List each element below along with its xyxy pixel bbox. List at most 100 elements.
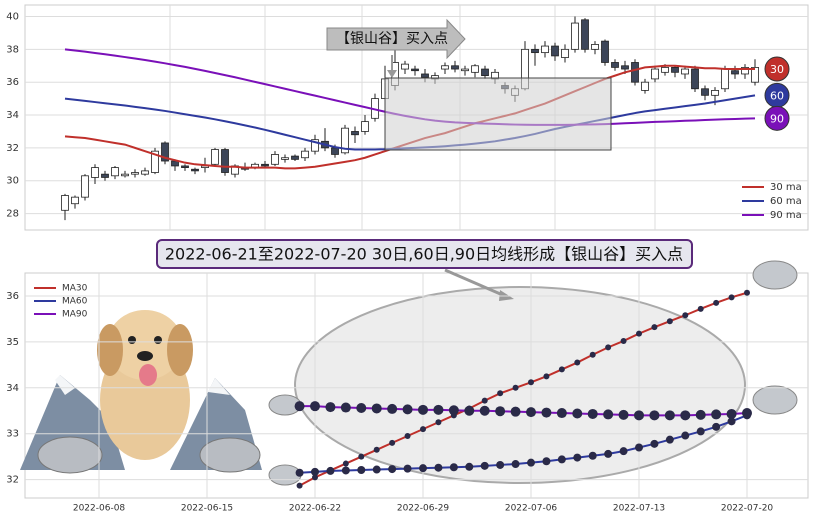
y-tick-label: 38 [6,44,19,55]
candle-body [351,131,359,136]
candle-body [161,142,169,162]
marker [340,402,351,413]
legend-label: 30 ma [770,182,802,193]
marker [713,299,720,306]
ingot [752,385,798,415]
marker [727,417,736,426]
marker [543,373,550,380]
candle-body [71,196,79,205]
marker [510,406,521,417]
annotation-text: 【银山谷】买入点 [336,31,448,47]
candle-body [61,195,69,211]
candle-body [471,65,479,73]
marker [728,294,735,301]
candle-body [91,167,99,178]
ingot [37,436,103,474]
marker [419,464,427,473]
marker [574,359,581,366]
marker [388,465,397,474]
dog-eye [128,336,136,344]
candle-body [311,139,319,152]
marker [495,406,506,417]
marker [294,401,305,412]
candle-body [191,168,199,172]
marker [497,390,504,397]
candle-body [131,172,139,175]
ingot [752,260,798,290]
marker [681,431,690,440]
candle-body [651,68,659,80]
marker [558,366,565,373]
x-tick-label: 2022-06-22 [289,504,341,514]
candle-body [101,173,109,178]
legend-label: MA60 [62,297,88,307]
marker [295,468,304,477]
mountain-snow [55,375,75,395]
marker [312,474,318,481]
dog-head [107,310,183,380]
banner-box [156,239,693,269]
marker [311,467,319,476]
dog-eye [154,336,162,344]
marker [620,337,627,344]
highlight-ellipse [294,286,746,484]
marker [527,458,535,467]
candle-body [421,73,429,78]
y-tick-label: 28 [6,209,19,220]
candle-body [691,68,699,90]
marker [296,482,303,489]
marker [542,457,551,466]
marker [712,422,721,431]
candle-body [611,62,619,68]
y-tick-label: 40 [6,11,19,22]
candle-body [361,121,369,132]
marker [435,419,442,426]
candle-body [591,44,599,50]
marker [556,408,567,419]
y-tick-label: 32 [6,143,19,154]
candle-body [631,62,639,83]
candle-body [211,149,219,165]
marker [603,409,614,420]
marker [403,464,412,473]
marker [604,449,613,458]
mountain-snow [208,378,230,395]
marker [711,409,722,420]
marker [389,439,396,446]
marker [372,465,381,474]
marker [572,408,583,419]
candle-body [581,19,589,50]
marker [695,409,706,420]
marker [465,462,474,471]
candle-body [681,68,689,75]
candle-body [721,68,729,90]
legend-label: MA90 [62,310,88,320]
marker [342,460,349,467]
y-tick-label: 36 [6,291,19,302]
candle-body [111,167,119,177]
marker [404,433,411,440]
dog-ear [97,324,123,376]
end-label: 30 [770,63,784,76]
marker [682,312,689,319]
marker [696,427,705,436]
candle-body [291,155,299,160]
marker [326,466,335,475]
marker [666,318,673,325]
marker [634,410,644,421]
marker [402,404,413,415]
x-tick-label: 2022-06-29 [397,504,450,514]
marker [418,404,428,415]
marker [387,403,398,414]
candle-body [701,88,709,96]
end-label-badge [764,105,790,131]
x-tick-label: 2022-07-20 [721,504,774,514]
candle-body [331,147,339,155]
marker [448,405,459,416]
marker [664,410,675,421]
marker [341,466,350,475]
marker [496,460,505,469]
marker [512,384,519,391]
marker [479,405,490,416]
